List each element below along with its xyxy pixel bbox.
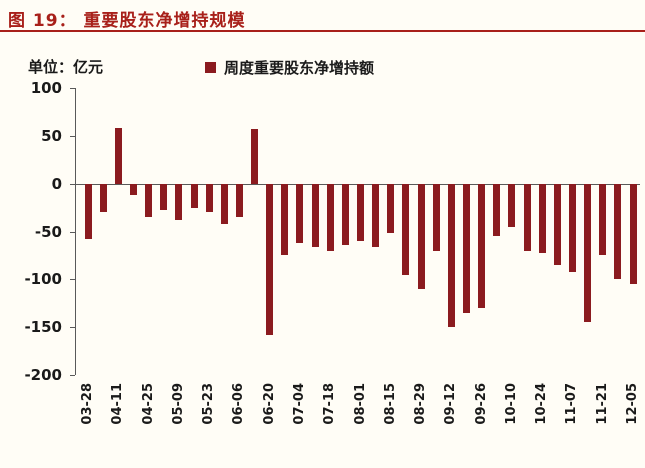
x-axis-label: 06-20	[261, 383, 277, 425]
bar	[447, 183, 455, 328]
bar	[235, 183, 243, 218]
x-axis-label: 11-07	[564, 383, 580, 425]
bar	[190, 183, 198, 208]
bar	[599, 183, 607, 256]
y-axis-label: 100	[30, 79, 62, 97]
bar	[84, 183, 92, 240]
y-axis-tick	[70, 327, 75, 329]
y-axis-tick	[70, 183, 75, 185]
legend-label: 周度重要股东净增持额	[224, 59, 375, 77]
bar	[402, 183, 410, 275]
y-axis-label: 0	[51, 174, 62, 193]
bar	[326, 183, 334, 251]
legend: 周度重要股东净增持额	[205, 57, 374, 78]
y-axis-label: 50	[41, 126, 62, 145]
x-axis-label: 09-26	[473, 383, 489, 425]
bar	[387, 183, 395, 234]
bar	[538, 183, 546, 253]
y-axis-line	[75, 88, 76, 375]
bar	[553, 183, 561, 265]
y-axis-tick	[70, 135, 75, 137]
x-axis-label: 04-25	[140, 383, 156, 425]
bar	[266, 183, 274, 335]
bar	[463, 183, 470, 313]
bar	[372, 183, 380, 247]
bar	[129, 183, 137, 196]
x-axis-label: 04-11	[110, 383, 126, 425]
bar	[341, 183, 349, 245]
y-axis-label: -50	[34, 222, 62, 241]
bar	[478, 183, 486, 309]
x-axis-label: 08-15	[382, 383, 398, 425]
x-axis-label: 06-06	[231, 383, 247, 425]
x-axis-label: 10-24	[534, 383, 550, 425]
bar	[99, 183, 107, 213]
x-axis-label: 08-29	[413, 383, 429, 425]
x-axis-label: 07-04	[291, 383, 307, 425]
y-axis-tick	[70, 375, 75, 376]
legend-swatch	[205, 62, 216, 73]
bar	[568, 183, 576, 272]
y-axis-label: -100	[24, 270, 62, 289]
bar	[145, 183, 153, 218]
y-axis-tick	[70, 279, 75, 281]
x-axis-label: 11-21	[594, 383, 610, 425]
bar	[417, 183, 425, 289]
x-axis-label: 09-12	[443, 383, 459, 425]
title-divider	[0, 30, 645, 32]
bar	[160, 183, 168, 211]
bar	[220, 183, 228, 224]
bar	[251, 129, 258, 184]
bar	[357, 183, 364, 242]
bar	[175, 183, 183, 221]
x-axis-label: 12-05	[625, 383, 640, 425]
bar	[281, 183, 289, 256]
bar	[584, 183, 592, 323]
bar	[114, 128, 122, 184]
x-axis-label: 07-18	[322, 383, 338, 425]
bar	[432, 183, 440, 251]
x-axis-label: 05-23	[201, 383, 217, 425]
bar	[493, 183, 501, 237]
x-axis-label: 10-10	[503, 383, 519, 425]
bar	[614, 183, 622, 280]
bar	[296, 183, 304, 243]
figure-title: 图 19： 重要股东净增持规模	[8, 11, 246, 31]
bar	[311, 183, 319, 247]
x-axis-label: 08-01	[352, 383, 368, 425]
unit-label: 单位：亿元	[28, 58, 104, 76]
y-axis-label: -200	[24, 366, 62, 384]
x-axis-label: 03-28	[80, 383, 95, 425]
x-axis-label: 05-09	[170, 383, 186, 425]
bar	[205, 183, 213, 213]
y-axis-label: -150	[24, 318, 62, 337]
bar	[508, 183, 516, 227]
y-axis-tick	[70, 231, 75, 233]
y-axis-tick	[70, 88, 75, 89]
bar	[523, 183, 531, 251]
bar	[629, 183, 637, 285]
